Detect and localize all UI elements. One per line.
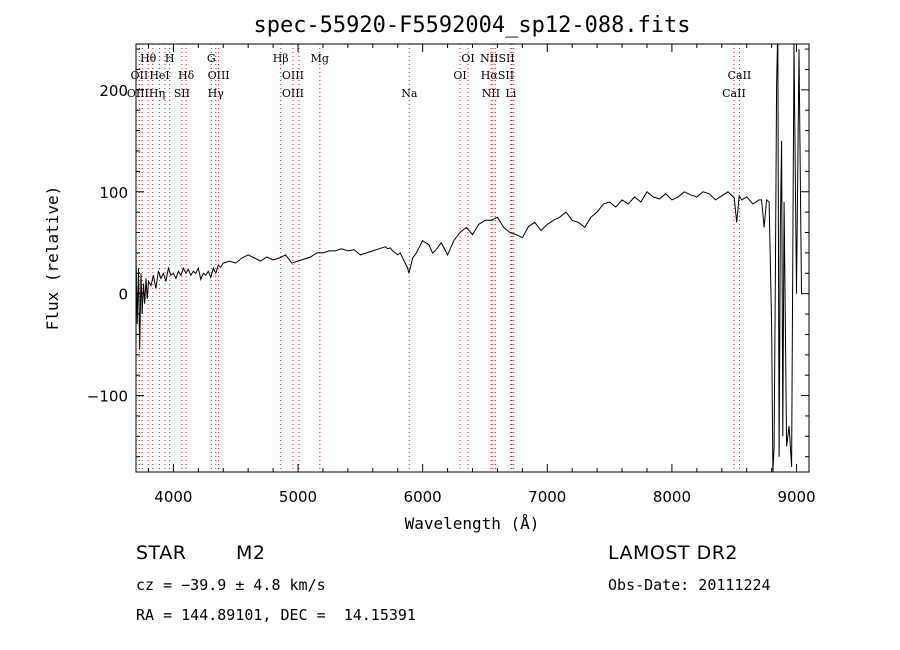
x-tick-label: 8000 <box>653 488 691 506</box>
marker-label: Hγ <box>208 87 225 100</box>
chart-title: spec-55920-F5592004_sp12-088.fits <box>253 13 690 38</box>
x-tick-label: 9000 <box>777 488 815 506</box>
marker-label: SII <box>174 87 190 100</box>
redshift-value: cz = −39.9 ± 4.8 km/s <box>136 576 326 594</box>
spectral-line-markers <box>138 44 740 472</box>
marker-label: HαSII <box>481 69 514 82</box>
plot-frame <box>135 43 810 473</box>
marker-label: OIII <box>282 69 304 82</box>
marker-label: OIII <box>208 69 230 82</box>
marker-label: H <box>165 52 175 65</box>
y-tick-label: 200 <box>99 82 128 100</box>
marker-label: CaII <box>728 69 752 82</box>
marker-label: CaII <box>722 87 746 100</box>
marker-label: G <box>207 52 216 65</box>
x-tick-label: 6000 <box>404 488 442 506</box>
marker-label: Hβ <box>273 52 289 65</box>
obs-date: Obs-Date: 20111224 <box>608 576 771 594</box>
marker-label: OII <box>131 69 149 82</box>
marker-label: Li <box>505 87 516 100</box>
x-axis-label: Wavelength (Å) <box>405 514 540 533</box>
marker-label: OIIIHη <box>127 87 165 100</box>
marker-label: Mg <box>311 52 329 65</box>
marker-label: HeI <box>149 69 169 82</box>
y-tick-label: 100 <box>99 184 128 202</box>
marker-label: OI <box>461 52 474 65</box>
x-tick-label: 5000 <box>279 488 317 506</box>
spectrum-line <box>136 44 802 472</box>
marker-label: NIISII <box>480 52 515 65</box>
marker-label: Na <box>401 87 418 100</box>
marker-label: OI <box>453 69 466 82</box>
axis-ticks: 4000 5000 6000 7000 8000 9000 −100 0 100 200 <box>87 44 816 506</box>
subclass: M2 <box>236 542 266 564</box>
x-tick-label: 4000 <box>154 488 192 506</box>
y-axis-label: Flux (relative) <box>43 186 62 331</box>
x-tick-label: 7000 <box>528 488 566 506</box>
survey-name: LAMOST DR2 <box>608 542 738 564</box>
y-tick-label: −100 <box>87 388 128 406</box>
coordinates: RA = 144.89101, DEC = 14.15391 <box>136 606 416 624</box>
y-tick-label: 0 <box>118 286 128 304</box>
marker-label: NII <box>482 87 500 100</box>
marker-label: Hδ <box>178 69 195 82</box>
object-class: STAR <box>136 542 187 564</box>
marker-label: Hθ <box>140 52 157 65</box>
marker-label: OIII <box>282 87 304 100</box>
